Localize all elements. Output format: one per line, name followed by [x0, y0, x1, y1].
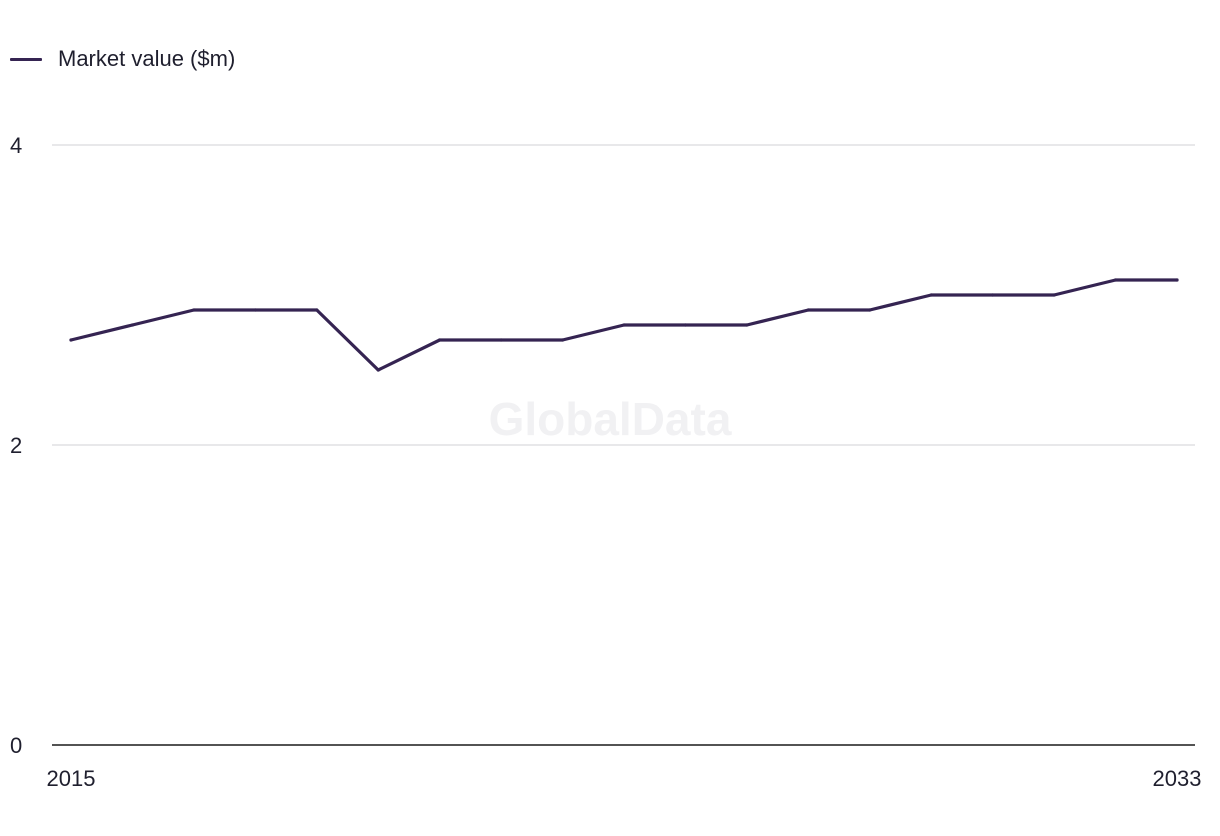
x-axis-tick-labels: 2015 2033: [47, 766, 1202, 791]
x-tick-label: 2033: [1153, 766, 1202, 791]
data-point-2019: [315, 308, 319, 312]
y-tick-label: 4: [10, 133, 22, 158]
data-point-2028: [868, 308, 872, 312]
data-point-2018: [253, 308, 257, 312]
watermark: GlobalData: [489, 393, 732, 445]
legend-swatch-market-value: [10, 57, 42, 61]
series-points: [69, 278, 1179, 372]
data-point-2031: [1052, 293, 1056, 297]
data-point-2016: [130, 323, 135, 327]
data-point-2032: [1113, 278, 1118, 282]
y-tick-label: 0: [10, 733, 22, 758]
gridlines: [52, 144, 1195, 446]
data-point-2027: [806, 308, 810, 312]
data-point-2029: [929, 293, 933, 297]
data-point-2015: [69, 338, 73, 342]
legend-label-market-value: Market value ($m): [58, 46, 236, 71]
y-axis-tick-labels: 0 2 4: [10, 133, 22, 758]
data-point-2026: [745, 323, 749, 327]
data-point-2020: [376, 368, 380, 372]
y-tick-label: 2: [10, 433, 22, 458]
data-point-2023: [560, 338, 565, 342]
x-tick-label: 2015: [47, 766, 96, 791]
data-point-2030: [991, 293, 995, 297]
data-point-2021: [438, 338, 442, 342]
data-point-2024: [622, 323, 626, 327]
data-point-2022: [499, 338, 503, 342]
data-point-2025: [683, 323, 688, 327]
data-point-2017: [192, 308, 196, 312]
data-point-2033: [1175, 278, 1179, 282]
legend: Market value ($m): [10, 46, 235, 72]
